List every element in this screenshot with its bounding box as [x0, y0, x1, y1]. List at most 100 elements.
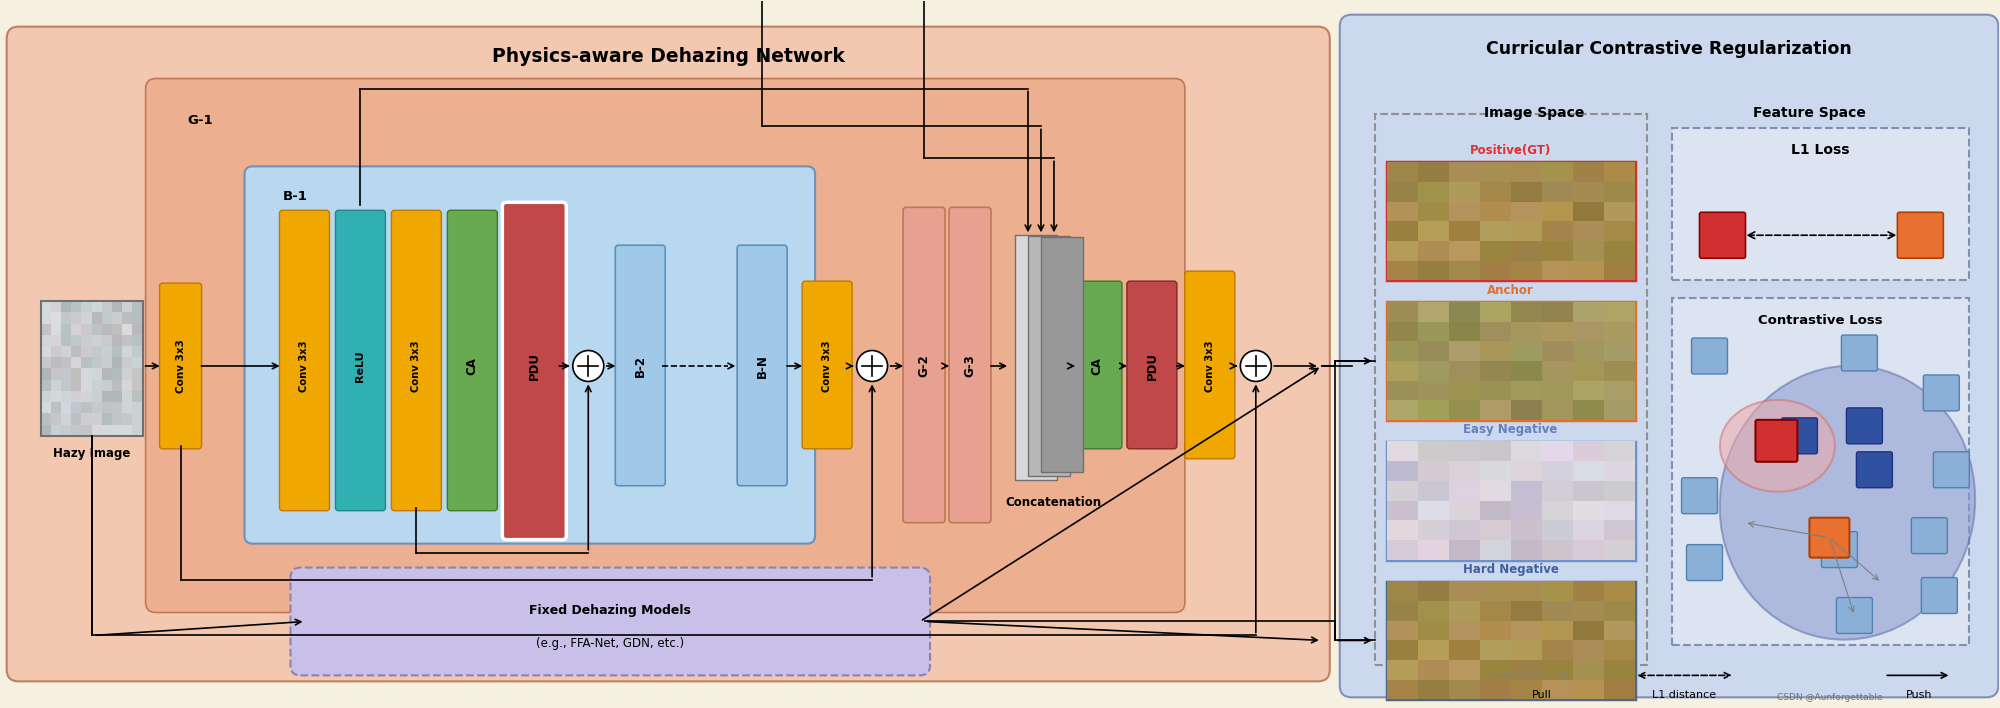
FancyBboxPatch shape [1782, 418, 1818, 454]
Bar [1480, 360, 1512, 381]
Text: Image Space: Image Space [1484, 106, 1584, 120]
Bar [50, 367, 62, 379]
Bar [1572, 400, 1604, 420]
Bar [1418, 201, 1450, 222]
Bar [1418, 441, 1450, 462]
Bar [82, 401, 92, 413]
Bar [62, 323, 72, 335]
Bar [1542, 640, 1574, 660]
Text: Concatenation: Concatenation [1004, 496, 1102, 509]
Bar [1604, 481, 1636, 501]
Bar [1448, 581, 1480, 601]
Bar [62, 379, 72, 391]
Bar [1480, 461, 1512, 481]
Bar [62, 412, 72, 425]
Bar [112, 401, 124, 413]
Bar [1542, 241, 1574, 261]
Text: Conv 3x3: Conv 3x3 [176, 339, 186, 393]
FancyBboxPatch shape [1682, 478, 1718, 514]
Bar [1040, 237, 1082, 472]
Bar [82, 379, 92, 391]
Bar [1510, 201, 1542, 222]
Text: CA: CA [1090, 357, 1104, 375]
FancyBboxPatch shape [1898, 212, 1944, 258]
Bar [1448, 341, 1480, 361]
Bar [122, 356, 134, 368]
Bar [1572, 501, 1604, 520]
Bar [1542, 181, 1574, 202]
Bar [1418, 380, 1450, 400]
Bar [92, 367, 102, 379]
Bar [132, 300, 144, 312]
Bar [1418, 162, 1450, 182]
Bar [1542, 380, 1574, 400]
Bar [1480, 501, 1512, 520]
Bar [112, 367, 124, 379]
Bar [72, 333, 82, 346]
Text: Anchor: Anchor [1488, 284, 1534, 297]
Bar [1604, 302, 1636, 321]
Bar [72, 379, 82, 391]
FancyBboxPatch shape [6, 27, 1330, 681]
FancyBboxPatch shape [1686, 544, 1722, 581]
Bar [1480, 600, 1512, 621]
Bar [1604, 321, 1636, 341]
Bar [132, 345, 144, 358]
Bar [102, 379, 114, 391]
Bar [1672, 128, 1970, 280]
Bar [1448, 539, 1480, 559]
Bar [1542, 600, 1574, 621]
Circle shape [1240, 350, 1272, 382]
Bar [1542, 461, 1574, 481]
Bar [72, 356, 82, 368]
Bar [122, 423, 134, 436]
Bar [1386, 501, 1418, 520]
Bar [102, 333, 114, 346]
Bar [50, 333, 62, 346]
Bar [112, 345, 124, 358]
Bar [1418, 501, 1450, 520]
Bar [1510, 241, 1542, 261]
Bar [62, 356, 72, 368]
Bar [1604, 640, 1636, 660]
Bar [1572, 640, 1604, 660]
Bar [40, 301, 142, 436]
Bar [40, 412, 52, 425]
Bar [40, 356, 52, 368]
Bar [1480, 341, 1512, 361]
Bar [102, 345, 114, 358]
FancyBboxPatch shape [1822, 532, 1858, 568]
Bar [1480, 520, 1512, 540]
FancyBboxPatch shape [1072, 281, 1122, 449]
Bar [1510, 461, 1542, 481]
Bar [1386, 581, 1634, 700]
Bar [1418, 302, 1450, 321]
Bar [122, 333, 134, 346]
FancyBboxPatch shape [1924, 375, 1960, 411]
Bar [112, 379, 124, 391]
Bar [1510, 360, 1542, 381]
Bar [1480, 302, 1512, 321]
Bar [1448, 380, 1480, 400]
FancyBboxPatch shape [1184, 271, 1234, 459]
Bar [1572, 539, 1604, 559]
Bar [1480, 380, 1512, 400]
FancyBboxPatch shape [950, 207, 992, 523]
Text: Conv 3x3: Conv 3x3 [412, 341, 422, 392]
Bar [1572, 360, 1604, 381]
Text: Physics-aware Dehazing Network: Physics-aware Dehazing Network [492, 47, 844, 66]
Text: B-2: B-2 [634, 355, 646, 377]
Bar [72, 300, 82, 312]
Text: Hard Negative: Hard Negative [1462, 563, 1558, 576]
Bar [1572, 600, 1604, 621]
Text: Contrastive Loss: Contrastive Loss [1758, 314, 1882, 326]
Bar [1480, 539, 1512, 559]
Bar [1542, 162, 1574, 182]
Bar [1542, 581, 1574, 601]
Bar [1386, 321, 1418, 341]
Bar [92, 356, 102, 368]
FancyBboxPatch shape [1700, 212, 1746, 258]
Bar [1448, 461, 1480, 481]
Text: Push: Push [1906, 690, 1932, 700]
Bar [1510, 640, 1542, 660]
